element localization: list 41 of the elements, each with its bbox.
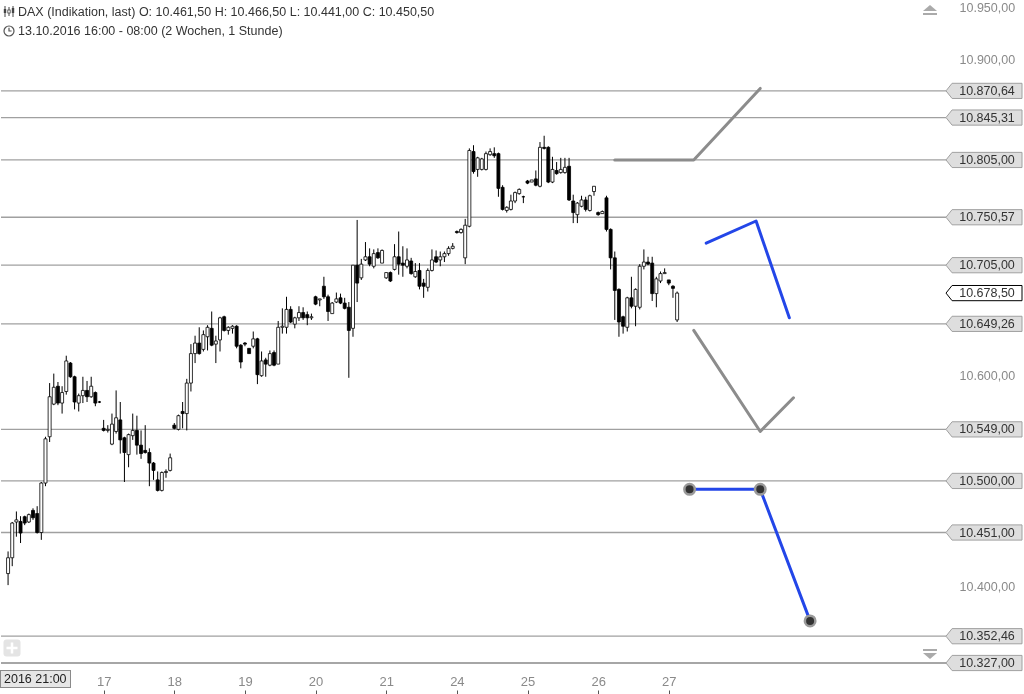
x-tick-label: 17 (96, 673, 112, 689)
candlestick (297, 305, 301, 322)
text: 2016 21:00 (0, 670, 71, 688)
x-tick-label: 25 (520, 673, 536, 689)
text: 10.678,50 (959, 286, 1015, 301)
y-tick-label: 10.600,00 (959, 369, 1016, 384)
x-tick-label: 21 (379, 673, 394, 689)
y-tick-label: 10.900,00 (959, 53, 1016, 68)
x-tick-label: 18 (167, 673, 183, 689)
candlestick (18, 515, 23, 544)
x-tick-label: 27 (662, 673, 677, 689)
candlestick (80, 376, 85, 404)
x-tick-label: 24 (450, 673, 465, 689)
x-tick-label: 19 (238, 673, 253, 689)
ref-line-label: 10.549,00 (959, 422, 1015, 437)
candlestick (197, 326, 202, 356)
candlestick (400, 245, 405, 278)
ref-line-label: 10.705,00 (959, 258, 1015, 273)
ref-line-label: 10.500,00 (959, 473, 1015, 488)
candlestick (284, 296, 289, 335)
ref-line-label: 10.327,00 (959, 656, 1015, 670)
chart-title: DAX (Indikation, last) O: 10.461,50 H: 10.466,50 L: 10.441,00 C: 10.450,50 (18, 5, 435, 19)
x-tick-label: 26 (591, 673, 606, 689)
ref-line-label: 10.845,31 (959, 110, 1015, 125)
ref-line-label: 10.352,46 (959, 629, 1015, 644)
y-tick-label: 10.950,00 (959, 0, 1016, 15)
ref-line-label: 10.750,57 (959, 210, 1015, 225)
candlestick (301, 306, 306, 321)
candlestick (85, 380, 89, 403)
candlestick (454, 229, 459, 235)
text: 13.10.2016 16:00 - 08:00 (2 Wochen, 1 Stunde) (18, 24, 283, 38)
ref-line-label: 10.870,64 (959, 83, 1015, 98)
candlestick (396, 231, 401, 276)
ref-line-label: 10.805,00 (959, 152, 1015, 167)
candlestick (135, 415, 139, 456)
ref-line-label: 10.451,00 (959, 525, 1015, 540)
candlestick (201, 329, 206, 352)
candlestick (263, 357, 268, 378)
ref-line-label: 10.649,26 (959, 316, 1015, 331)
x-tick-label: 20 (308, 673, 324, 689)
y-tick-label: 10.400,00 (959, 579, 1016, 594)
